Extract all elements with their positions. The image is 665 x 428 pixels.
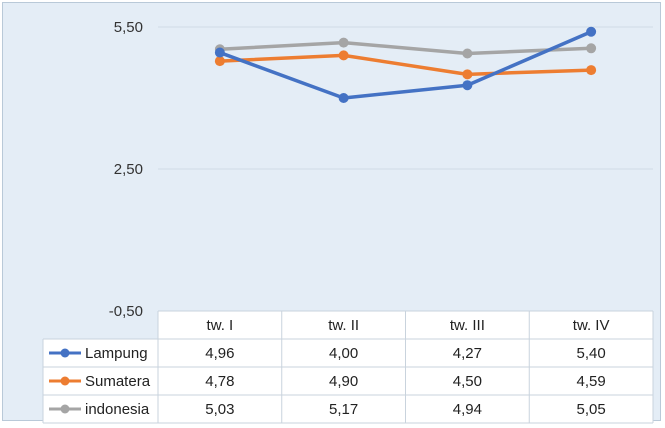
legend-entry-sumatera: Sumatera: [85, 373, 151, 390]
series-line-lampung: [219, 30, 592, 100]
table-value-label: 4,50: [453, 373, 482, 390]
table-value-label: 4,96: [205, 345, 234, 362]
table-value-label: 4,27: [453, 345, 482, 362]
x-category-label: tw. IV: [573, 317, 610, 334]
chart-frame: 5,50 2,50 -0,50 tw. I tw. II tw. III tw. IV Lam…: [2, 2, 661, 424]
data-point-sumatera: [214, 56, 225, 67]
data-point-lampung: [214, 47, 225, 58]
data-point-indonesia: [338, 37, 349, 48]
data-point-sumatera: [586, 65, 597, 76]
table-value-label: 4,59: [577, 373, 606, 390]
data-point-sumatera: [338, 50, 349, 61]
legend-key-marker: [60, 348, 70, 358]
y-tick-label: 2,50: [114, 161, 143, 178]
data-point-lampung: [462, 80, 473, 91]
legend-entry-lampung: Lampung: [85, 345, 148, 362]
table-value-label: 4,00: [329, 345, 358, 362]
table-value-label: 5,17: [329, 401, 358, 418]
legend-key-marker: [60, 376, 70, 386]
table-value-label: 5,40: [577, 345, 606, 362]
data-point-sumatera: [462, 69, 473, 80]
data-point-indonesia: [586, 43, 597, 54]
legend-entry-indonesia: indonesia: [85, 401, 150, 418]
table-value-label: 5,03: [205, 401, 234, 418]
data-point-lampung: [586, 26, 597, 37]
x-category-label: tw. I: [207, 317, 234, 334]
y-tick-label: 5,50: [114, 19, 143, 36]
x-category-label: tw. III: [450, 317, 485, 334]
series-line-sumatera: [219, 53, 592, 77]
legend-key-marker: [60, 404, 70, 414]
table-value-label: 5,05: [577, 401, 606, 418]
series-line-indonesia: [219, 40, 592, 56]
line-chart: 5,50 2,50 -0,50 tw. I tw. II tw. III tw. IV Lam…: [42, 19, 654, 424]
table-value-label: 4,90: [329, 373, 358, 390]
x-category-label: tw. II: [328, 317, 359, 334]
data-point-indonesia: [462, 48, 473, 59]
y-tick-label: -0,50: [109, 303, 143, 320]
table-value-label: 4,94: [453, 401, 482, 418]
table-value-label: 4,78: [205, 373, 234, 390]
data-point-lampung: [338, 93, 349, 103]
